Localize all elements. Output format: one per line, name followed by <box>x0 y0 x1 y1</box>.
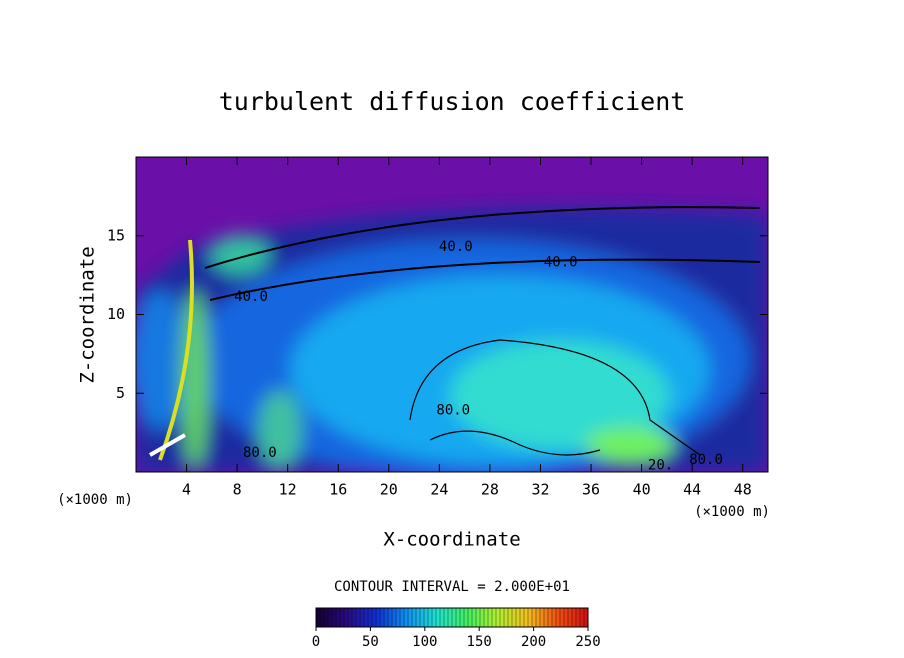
x-tick-label: 36 <box>582 481 600 499</box>
y-tick-label: 10 <box>107 305 125 323</box>
y-tick-label: 5 <box>116 384 125 402</box>
contour-label: 80.0 <box>243 445 277 461</box>
colorbar-tick-label: 100 <box>412 634 437 650</box>
x-tick-label: 20 <box>380 481 398 499</box>
x-tick-label: 16 <box>329 481 347 499</box>
colorbar-tick-label: 150 <box>467 634 492 650</box>
x-tick-label: 32 <box>531 481 549 499</box>
x-axis-label: X-coordinate <box>383 529 520 551</box>
x-tick-label: 28 <box>481 481 499 499</box>
x-tick-label: 4 <box>182 481 191 499</box>
colorbar-tick-label: 0 <box>312 634 320 650</box>
x-tick-label: 12 <box>279 481 297 499</box>
colorbar-tick-label: 50 <box>362 634 379 650</box>
x-unit: (×1000 m) <box>57 492 133 508</box>
y-tick-label: 15 <box>107 226 125 244</box>
contour-label: 40.0 <box>439 239 473 255</box>
contour-label: 80.0 <box>689 452 723 468</box>
contour-label: 80.0 <box>436 403 470 419</box>
y-axis-label: Z-coordinate <box>77 246 99 383</box>
x-tick-label: 8 <box>233 481 242 499</box>
contour-interval: CONTOUR INTERVAL = 2.000E+01 <box>334 579 570 595</box>
x-tick-label: 24 <box>430 481 448 499</box>
chart-title: turbulent diffusion coefficient <box>219 87 686 116</box>
x-unit: (×1000 m) <box>694 504 770 520</box>
contour-label: 40.0 <box>544 255 578 271</box>
x-tick-label: 44 <box>683 481 701 499</box>
colorbar-tick-label: 250 <box>575 634 600 650</box>
x-tick-label: 40 <box>633 481 651 499</box>
contour-label: 40.0 <box>234 289 268 305</box>
colorbar-tick-label: 200 <box>521 634 546 650</box>
contour-label: 20. <box>648 458 673 474</box>
x-tick-label: 48 <box>734 481 752 499</box>
field <box>136 157 768 472</box>
